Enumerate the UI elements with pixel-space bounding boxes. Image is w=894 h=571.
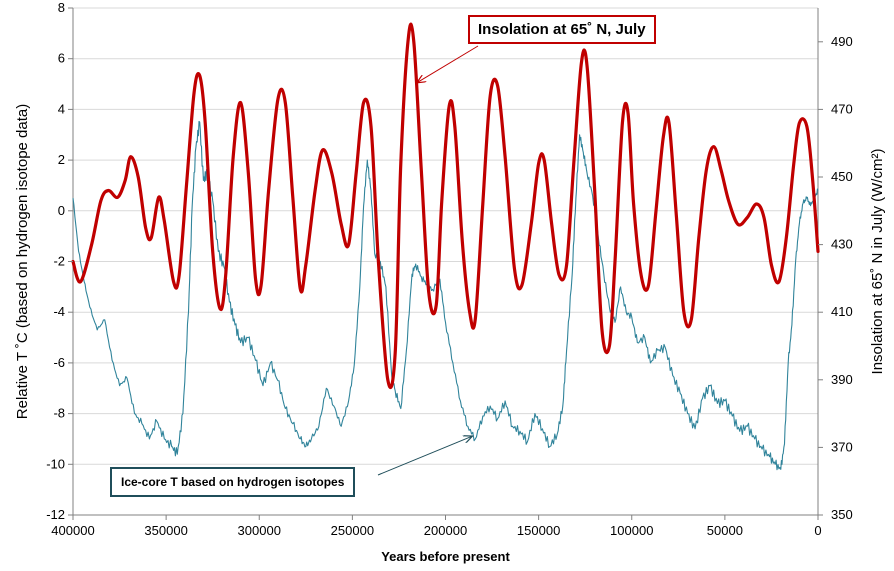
x-tick-label: 350000 — [144, 523, 187, 538]
series-ice-core-temperature — [72, 120, 819, 471]
x-axis-title: Years before present — [381, 549, 510, 564]
y-right-tick-label: 430 — [831, 237, 853, 252]
x-tick-label: 400000 — [51, 523, 94, 538]
y-left-tick-label: -10 — [46, 456, 65, 471]
series-insolation — [71, 22, 820, 390]
insolation-callout-arrow — [418, 45, 479, 82]
y-right-tick-label: 450 — [831, 169, 853, 184]
annotation-arrows — [377, 45, 479, 476]
ice-core-callout-arrow — [377, 436, 472, 476]
x-tick-label: 200000 — [424, 523, 467, 538]
x-tick-label: 250000 — [331, 523, 374, 538]
y-left-tick-label: 6 — [58, 51, 65, 66]
y-left-tick-label: 4 — [58, 101, 65, 116]
gridlines — [73, 7, 818, 516]
y-left-tick-label: -12 — [46, 507, 65, 522]
y-left-tick-label: 8 — [58, 0, 65, 15]
y-right-tick-label: 490 — [831, 34, 853, 49]
y-left-tick-label: -2 — [53, 254, 65, 269]
y-left-tick-label: -8 — [53, 406, 65, 421]
y-left-tick-label: 2 — [58, 152, 65, 167]
x-tick-label: 150000 — [517, 523, 560, 538]
y-left-tick-label: -4 — [53, 304, 65, 319]
x-tick-label: 50000 — [707, 523, 743, 538]
ice-core-callout: Ice-core T based on hydrogen isotopes — [110, 467, 356, 497]
axis-ticks: 400000 350000 300000 250000 200000 150000 1000… — [46, 0, 853, 538]
x-tick-label: 300000 — [238, 523, 281, 538]
y-left-tick-label: 0 — [58, 203, 65, 218]
ice-core-temperature-line — [72, 120, 819, 471]
y-right-tick-label: 390 — [831, 372, 853, 387]
y-axis-right-title: Insolation at 65˚ N in July (W/cm²) — [869, 149, 886, 375]
y-left-tick-label: -6 — [53, 355, 65, 370]
insolation-callout: Insolation at 65˚ N, July — [468, 15, 656, 44]
x-tick-label: 100000 — [610, 523, 653, 538]
y-right-tick-label: 370 — [831, 439, 853, 454]
x-tick-label: 0 — [814, 523, 821, 538]
y-right-tick-label: 470 — [831, 101, 853, 116]
y-right-tick-label: 350 — [831, 507, 853, 522]
insolation-line — [71, 22, 820, 390]
y-right-tick-label: 410 — [831, 304, 853, 319]
y-axis-left-title: Relative T ˚C (based on hydrogen isotope… — [14, 104, 31, 419]
